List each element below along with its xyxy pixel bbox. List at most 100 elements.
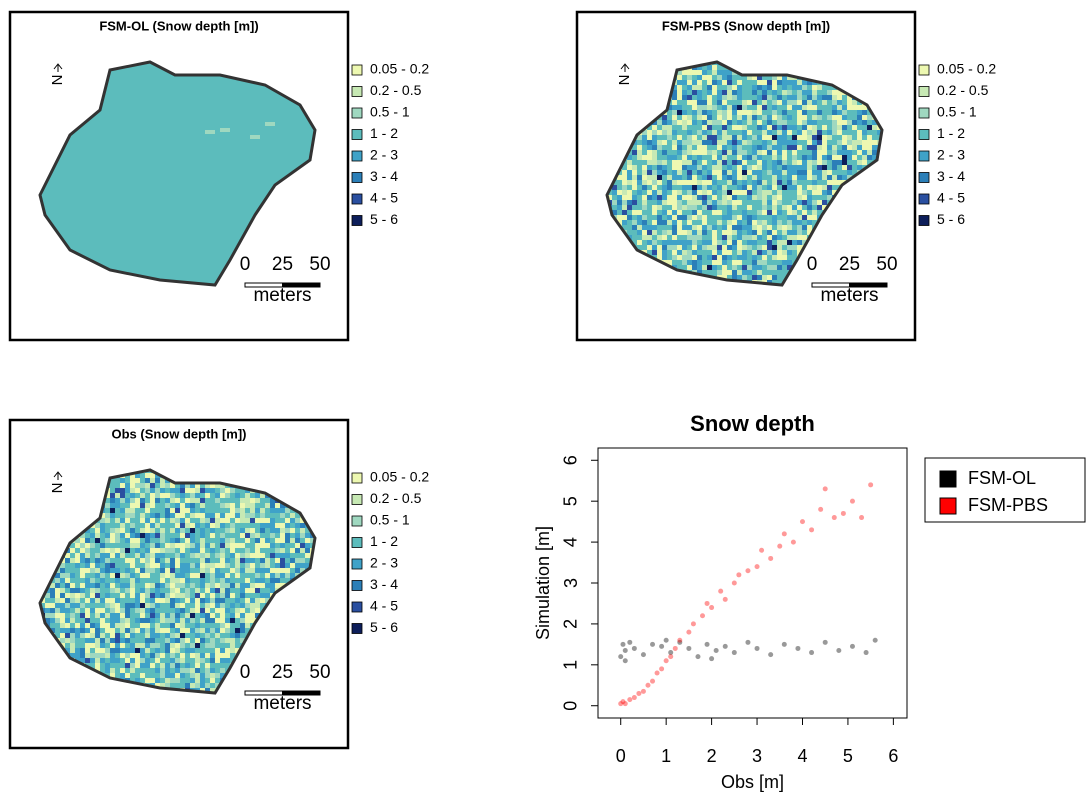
raster-cell	[657, 220, 662, 225]
raster-cell	[862, 80, 867, 85]
raster-cell	[777, 160, 782, 165]
raster-cell	[55, 498, 60, 503]
raster-cell	[882, 70, 887, 75]
raster-cell	[767, 290, 772, 295]
raster-cell	[100, 468, 105, 473]
raster-cell	[320, 488, 325, 493]
raster-cell	[30, 608, 35, 613]
raster-cell	[627, 225, 632, 230]
raster-cell	[857, 160, 862, 165]
raster-cell	[692, 285, 697, 290]
raster-cell	[827, 210, 832, 215]
raster-cell	[702, 280, 707, 285]
raster-cell	[130, 563, 135, 568]
raster-cell	[110, 488, 115, 493]
raster-cell	[90, 538, 95, 543]
raster-cell	[290, 628, 295, 633]
raster-cell	[632, 125, 637, 130]
raster-cell	[632, 150, 637, 155]
raster-cell	[727, 135, 732, 140]
raster-cell	[60, 573, 65, 578]
raster-cell	[687, 215, 692, 220]
raster-cell	[120, 618, 125, 623]
raster-cell	[170, 508, 175, 513]
raster-cell	[175, 508, 180, 513]
raster-cell	[812, 160, 817, 165]
raster-cell	[225, 528, 230, 533]
raster-cell	[220, 628, 225, 633]
raster-cell	[305, 608, 310, 613]
raster-cell	[737, 100, 742, 105]
raster-cell	[847, 245, 852, 250]
raster-cell	[100, 548, 105, 553]
raster-cell	[792, 205, 797, 210]
raster-cell	[757, 275, 762, 280]
raster-cell	[220, 488, 225, 493]
raster-cell	[140, 508, 145, 513]
raster-cell	[170, 623, 175, 628]
raster-cell	[722, 160, 727, 165]
raster-cell	[682, 75, 687, 80]
raster-cell	[80, 468, 85, 473]
raster-cell	[55, 613, 60, 618]
raster-cell	[692, 130, 697, 135]
raster-cell	[797, 215, 802, 220]
raster-cell	[852, 125, 857, 130]
raster-cell	[35, 633, 40, 638]
raster-cell	[642, 230, 647, 235]
raster-cell	[702, 180, 707, 185]
raster-cell	[817, 165, 822, 170]
raster-cell	[260, 543, 265, 548]
raster-cell	[717, 160, 722, 165]
raster-cell	[220, 588, 225, 593]
raster-cell	[285, 468, 290, 473]
raster-cell	[672, 165, 677, 170]
raster-cell	[627, 260, 632, 265]
raster-cell	[857, 185, 862, 190]
raster-cell	[195, 603, 200, 608]
raster-cell	[190, 498, 195, 503]
raster-cell	[752, 175, 757, 180]
raster-cell	[290, 583, 295, 588]
raster-cell	[802, 205, 807, 210]
raster-cell	[632, 155, 637, 160]
raster-cell	[320, 513, 325, 518]
raster-cell	[787, 150, 792, 155]
raster-cell	[50, 528, 55, 533]
raster-cell	[85, 543, 90, 548]
raster-cell	[812, 135, 817, 140]
raster-cell	[95, 603, 100, 608]
raster-cell	[50, 548, 55, 553]
raster-cell	[617, 60, 622, 65]
raster-cell	[622, 185, 627, 190]
raster-cell	[702, 165, 707, 170]
raster-cell	[195, 493, 200, 498]
raster-cell	[802, 195, 807, 200]
raster-cell	[632, 270, 637, 275]
raster-cell	[622, 245, 627, 250]
raster-cell	[280, 473, 285, 478]
raster-cell	[150, 503, 155, 508]
raster-cell	[45, 613, 50, 618]
raster-cell	[315, 463, 320, 468]
raster-cell	[727, 90, 732, 95]
raster-cell	[235, 558, 240, 563]
raster-cell	[160, 578, 165, 583]
raster-cell	[887, 140, 892, 145]
raster-cell	[320, 593, 325, 598]
raster-cell	[255, 478, 260, 483]
raster-cell	[727, 175, 732, 180]
raster-cell	[245, 498, 250, 503]
raster-cell	[787, 235, 792, 240]
raster-cell	[627, 210, 632, 215]
raster-cell	[110, 538, 115, 543]
raster-cell	[205, 563, 210, 568]
raster-cell	[727, 85, 732, 90]
raster-cell	[777, 120, 782, 125]
raster-cell	[662, 245, 667, 250]
raster-cell	[777, 55, 782, 60]
raster-cell	[30, 633, 35, 638]
raster-cell	[245, 618, 250, 623]
raster-cell	[602, 235, 607, 240]
raster-cell	[200, 563, 205, 568]
